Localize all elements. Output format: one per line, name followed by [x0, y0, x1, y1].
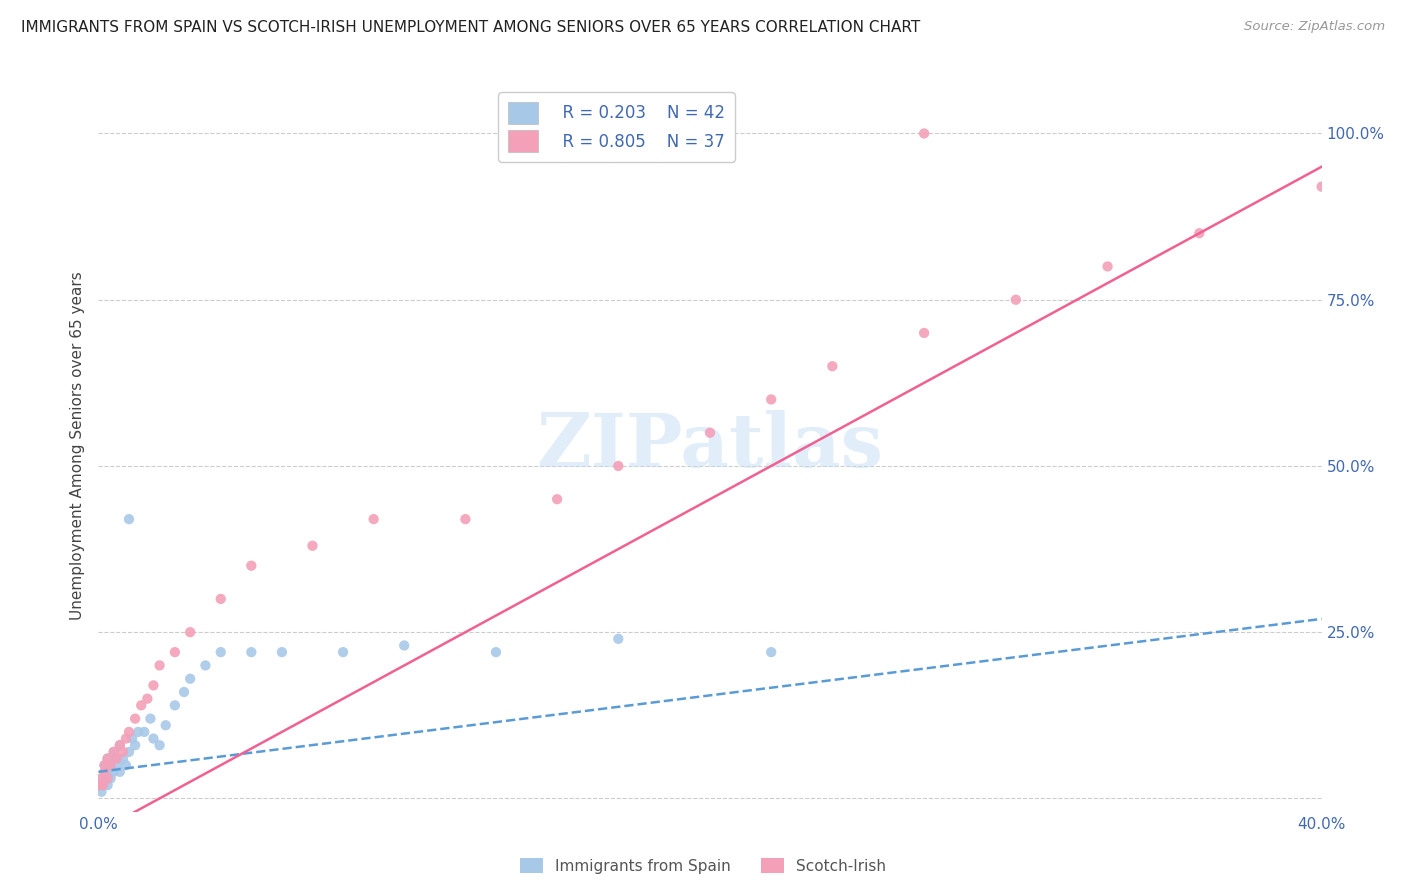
Point — [111, 745, 134, 759]
Point — [103, 745, 125, 759]
Point — [209, 591, 232, 606]
Point — [163, 698, 186, 713]
Point — [485, 645, 508, 659]
Point — [93, 764, 115, 779]
Point — [759, 645, 782, 659]
Point — [89, 778, 111, 792]
Point — [97, 751, 120, 765]
Point — [912, 127, 935, 141]
Point — [1188, 226, 1211, 240]
Point — [240, 558, 263, 573]
Point — [91, 778, 114, 792]
Point — [139, 712, 162, 726]
Point — [108, 738, 131, 752]
Point — [97, 778, 120, 792]
Point — [301, 539, 323, 553]
Point — [179, 672, 201, 686]
Text: IMMIGRANTS FROM SPAIN VS SCOTCH-IRISH UNEMPLOYMENT AMONG SENIORS OVER 65 YEARS C: IMMIGRANTS FROM SPAIN VS SCOTCH-IRISH UN… — [21, 20, 921, 35]
Point — [136, 691, 159, 706]
Legend: Immigrants from Spain, Scotch-Irish: Immigrants from Spain, Scotch-Irish — [513, 852, 893, 880]
Point — [103, 745, 125, 759]
Point — [129, 698, 152, 713]
Point — [97, 751, 120, 765]
Point — [93, 758, 115, 772]
Point — [332, 645, 354, 659]
Point — [124, 712, 146, 726]
Point — [1310, 179, 1333, 194]
Point — [142, 678, 165, 692]
Point — [105, 758, 128, 772]
Point — [173, 685, 195, 699]
Point — [179, 625, 201, 640]
Point — [607, 632, 630, 646]
Point — [607, 458, 630, 473]
Point — [270, 645, 292, 659]
Point — [105, 751, 128, 765]
Point — [108, 764, 131, 779]
Point — [392, 639, 416, 653]
Point — [149, 738, 172, 752]
Point — [454, 512, 477, 526]
Point — [118, 512, 141, 526]
Legend:   R = 0.203    N = 42,   R = 0.805    N = 37: R = 0.203 N = 42, R = 0.805 N = 37 — [498, 92, 734, 161]
Text: Source: ZipAtlas.com: Source: ZipAtlas.com — [1244, 20, 1385, 33]
Point — [124, 738, 146, 752]
Point — [149, 658, 172, 673]
Point — [121, 731, 143, 746]
Point — [699, 425, 721, 440]
Point — [194, 658, 217, 673]
Point — [127, 725, 149, 739]
Point — [97, 764, 120, 779]
Point — [1004, 293, 1026, 307]
Point — [94, 772, 117, 786]
Point — [115, 731, 138, 746]
Point — [118, 745, 141, 759]
Point — [134, 725, 156, 739]
Point — [163, 645, 186, 659]
Point — [759, 392, 782, 407]
Point — [209, 645, 232, 659]
Point — [1097, 260, 1119, 274]
Point — [363, 512, 385, 526]
Point — [93, 764, 115, 779]
Y-axis label: Unemployment Among Seniors over 65 years: Unemployment Among Seniors over 65 years — [70, 272, 86, 620]
Point — [100, 772, 122, 786]
Point — [97, 772, 120, 786]
Point — [93, 758, 115, 772]
Point — [90, 772, 112, 786]
Point — [103, 764, 125, 779]
Point — [142, 731, 165, 746]
Point — [100, 758, 122, 772]
Point — [115, 758, 138, 772]
Point — [111, 751, 134, 765]
Point — [90, 772, 112, 786]
Point — [821, 359, 844, 374]
Point — [90, 785, 112, 799]
Point — [89, 778, 111, 792]
Point — [546, 492, 568, 507]
Point — [118, 725, 141, 739]
Point — [91, 778, 114, 792]
Point — [155, 718, 177, 732]
Text: ZIPatlas: ZIPatlas — [537, 409, 883, 483]
Point — [912, 326, 935, 340]
Point — [100, 758, 122, 772]
Point — [105, 751, 128, 765]
Point — [240, 645, 263, 659]
Point — [108, 738, 131, 752]
